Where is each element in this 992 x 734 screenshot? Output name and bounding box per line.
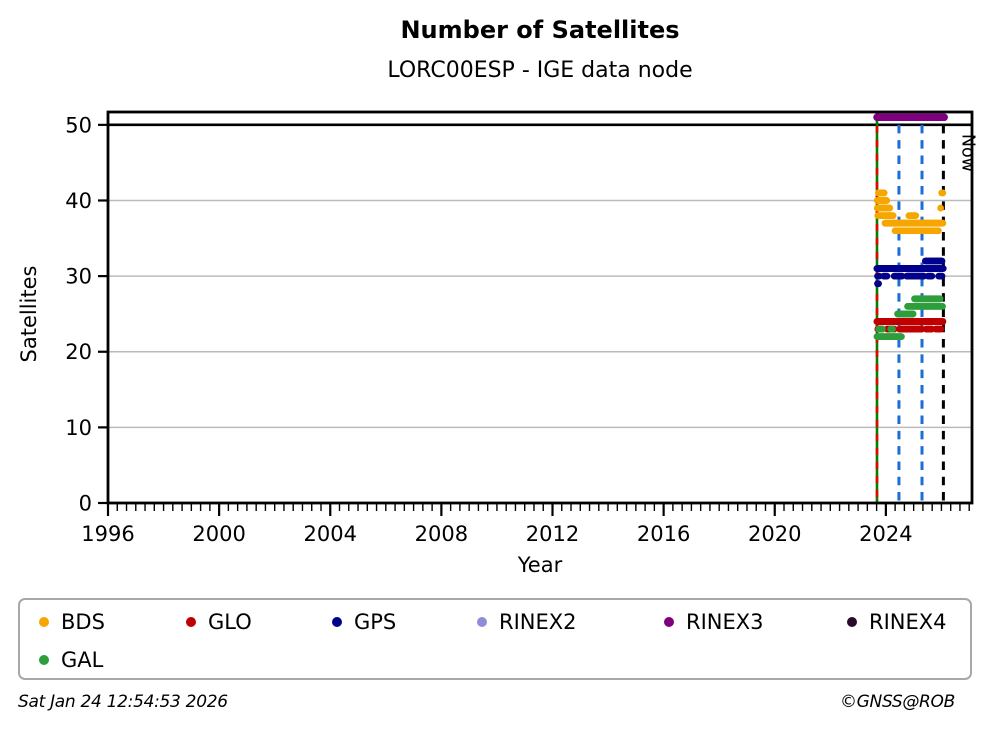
x-tick-label: 2012 [526,522,579,546]
bds-marker-icon [39,617,49,627]
data-point-gps [883,272,891,280]
data-point-bds [883,197,891,204]
y-tick-label: 20 [65,340,92,364]
legend-item-gal: GAL [39,647,103,673]
data-point-bds [937,204,945,212]
y-tick-label: 0 [79,492,92,516]
data-point-gal [936,295,944,303]
legend-label: RINEX2 [499,610,577,634]
data-point-gps [938,272,946,280]
x-tick-label: 2020 [748,522,801,546]
plot-frame [106,110,974,505]
data-point-gps [938,257,946,265]
y-axis-label: Satellites [17,265,41,363]
satellites-chart: Now 1996 2000 2004 2008 2012 2016 2020 2024 0 10 20… [65,110,977,546]
data-point-bds [939,189,947,197]
x-tick-label: 1996 [81,522,134,546]
x-tick-label: 2024 [859,522,912,546]
data-point-glo [937,325,945,333]
legend-label: GAL [61,648,104,672]
data-point-gal [909,310,917,318]
legend-item-gps: GPS [332,609,396,635]
now-label: Now [957,134,977,172]
legend-label: GLO [208,610,252,634]
x-tick-label: 2000 [192,522,245,546]
legend-item-rinex2: RINEX2 [477,609,577,635]
data-point-bds [886,204,894,212]
x-tick-label: 2008 [415,522,468,546]
legend-item-bds: BDS [39,609,105,635]
legend: BDS GLO GPS RINEX2 RINEX3 RINEX4 GAL [18,598,972,680]
credit: ©GNSS@ROB [839,692,955,712]
rinex3-marker-icon [664,617,674,627]
data-point-gps [928,272,936,280]
data-point-bds [934,227,942,235]
rinex2-marker-icon [477,617,487,627]
legend-item-rinex3: RINEX3 [664,609,764,635]
legend-item-rinex4: RINEX4 [847,609,947,635]
data-point-bds [889,212,897,220]
gal-marker-icon [39,655,49,665]
x-tick-label: 2004 [304,522,357,546]
data-point-bds [939,219,947,227]
chart-title: Number of Satellites [400,16,680,44]
y-tick-label: 40 [65,189,92,213]
y-tick-label: 50 [65,113,92,137]
legend-label: RINEX4 [869,610,947,634]
data-point-bds [912,212,920,220]
x-tick-label: 2016 [637,522,690,546]
data-point-gps [875,280,882,288]
timestamp: Sat Jan 24 12:54:53 2026 [18,692,228,712]
legend-label: RINEX3 [686,610,764,634]
data-point-bds [880,189,888,197]
data-point-gal [898,333,905,341]
gps-marker-icon [332,617,342,627]
legend-label: GPS [354,610,397,634]
legend-label: BDS [61,610,105,634]
data-point-gal [889,325,896,333]
x-axis-label: Year [517,553,563,577]
rinex4-marker-icon [847,617,857,627]
data-point-gal [939,302,946,310]
y-tick-label: 10 [65,416,92,440]
data-point-gal [879,325,886,333]
legend-item-glo: GLO [186,609,252,635]
chart-subtitle: LORC00ESP - IGE data node [387,58,693,83]
glo-marker-icon [186,617,196,627]
data-point-gps [898,272,906,280]
y-tick-label: 30 [65,265,92,289]
